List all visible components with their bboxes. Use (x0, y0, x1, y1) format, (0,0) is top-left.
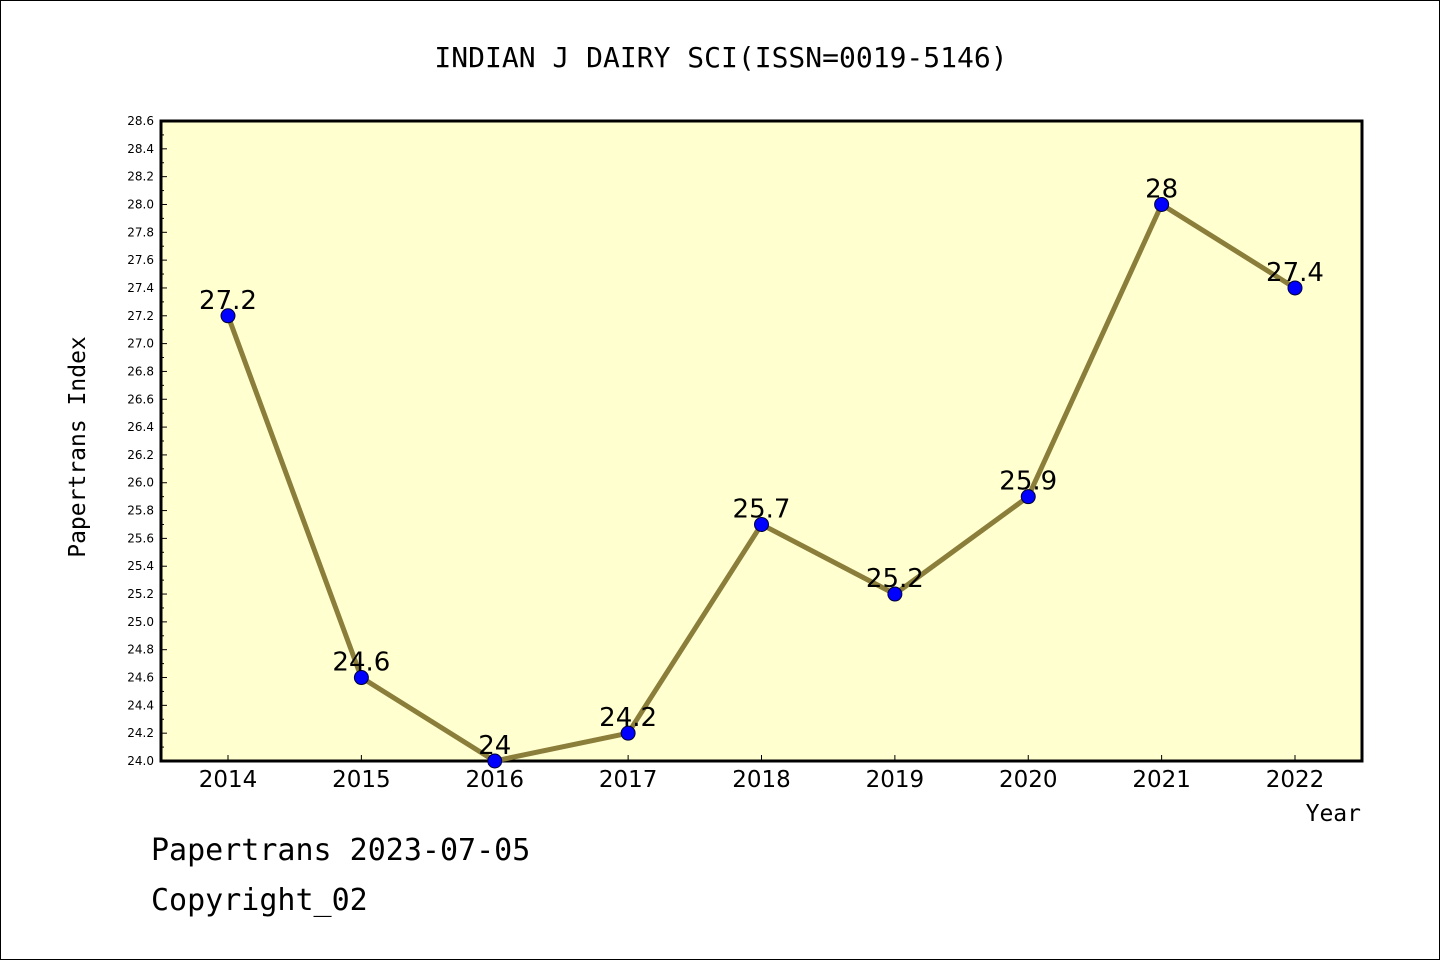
y-tick-label: 25.0 (127, 615, 154, 629)
y-tick-label: 27.6 (127, 253, 154, 267)
data-label-layer: 27.2 24.6 24 24.2 25.7 25.2 25.9 28 27.4 (199, 174, 1324, 761)
y-tick-label: 25.4 (127, 559, 154, 573)
x-tick-label: 2021 (1132, 767, 1191, 793)
data-point (1287, 280, 1303, 296)
y-tick-label: 24.6 (127, 671, 154, 685)
data-label: 24.6 (332, 648, 390, 678)
y-tick-label: 28.0 (127, 197, 154, 211)
y-axis-label: Papertrans Index (65, 336, 91, 558)
y-tick-label: 27.0 (127, 337, 154, 351)
y-tick-label: 25.6 (127, 531, 154, 545)
y-tick-label: 28.6 (127, 114, 154, 128)
y-tick-label: 24.4 (127, 698, 154, 712)
y-tick-label: 28.4 (127, 142, 154, 156)
y-tick-label: 25.8 (127, 504, 154, 518)
x-tick-label: 2016 (465, 767, 524, 793)
data-label: 24.2 (599, 703, 657, 733)
data-point (1020, 489, 1036, 505)
chart-title: INDIAN J DAIRY SCI(ISSN=0019-5146) (434, 41, 1007, 74)
y-axis: 24.0 24.2 24.4 24.6 24.8 25.0 25.2 25.4 25.6 25.8… (127, 114, 167, 768)
data-label: 25.7 (733, 494, 791, 524)
data-label: 27.4 (1266, 258, 1324, 288)
y-tick-label: 26.6 (127, 392, 154, 406)
series-layer (220, 196, 1303, 769)
data-label: 27.2 (199, 286, 257, 316)
plot-area (159, 119, 1364, 763)
data-label: 24 (478, 731, 511, 761)
x-tick-label: 2015 (332, 767, 391, 793)
y-tick-label: 24.2 (127, 726, 154, 740)
y-tick-label: 27.2 (127, 309, 154, 323)
x-tick-label: 2020 (999, 767, 1058, 793)
x-axis-label: Year (1306, 801, 1361, 827)
x-tick-label: 2019 (866, 767, 925, 793)
data-point (353, 670, 369, 686)
footer-copyright: Copyright_02 (151, 883, 368, 918)
x-tick-label: 2017 (599, 767, 658, 793)
data-label: 28 (1145, 174, 1178, 204)
y-tick-label: 27.8 (127, 225, 154, 239)
y-tick-label: 26.2 (127, 448, 154, 462)
x-tick-label: 2014 (199, 767, 258, 793)
y-tick-label: 26.4 (127, 420, 154, 434)
data-point (754, 516, 769, 532)
y-tick-label: 25.2 (127, 587, 154, 601)
data-point (220, 308, 236, 324)
data-point (1154, 196, 1170, 212)
x-tick-label: 2022 (1266, 767, 1325, 793)
data-point (887, 586, 903, 602)
y-tick-label: 26.8 (127, 364, 154, 378)
data-point (620, 725, 636, 741)
data-label: 25.9 (999, 467, 1057, 497)
footer-source: Papertrans 2023-07-05 (151, 833, 531, 868)
y-tick-label: 28.2 (127, 170, 154, 184)
y-tick-label: 24.0 (127, 754, 154, 768)
data-label: 25.2 (866, 564, 924, 594)
x-tick-label: 2018 (732, 767, 791, 793)
y-tick-label: 27.4 (127, 281, 154, 295)
x-axis: 2014 2015 2016 2017 2018 2019 2020 2021 2022 (199, 755, 1325, 793)
y-tick-label: 26.0 (127, 476, 154, 490)
y-tick-label: 24.8 (127, 643, 154, 657)
data-point (487, 753, 503, 769)
